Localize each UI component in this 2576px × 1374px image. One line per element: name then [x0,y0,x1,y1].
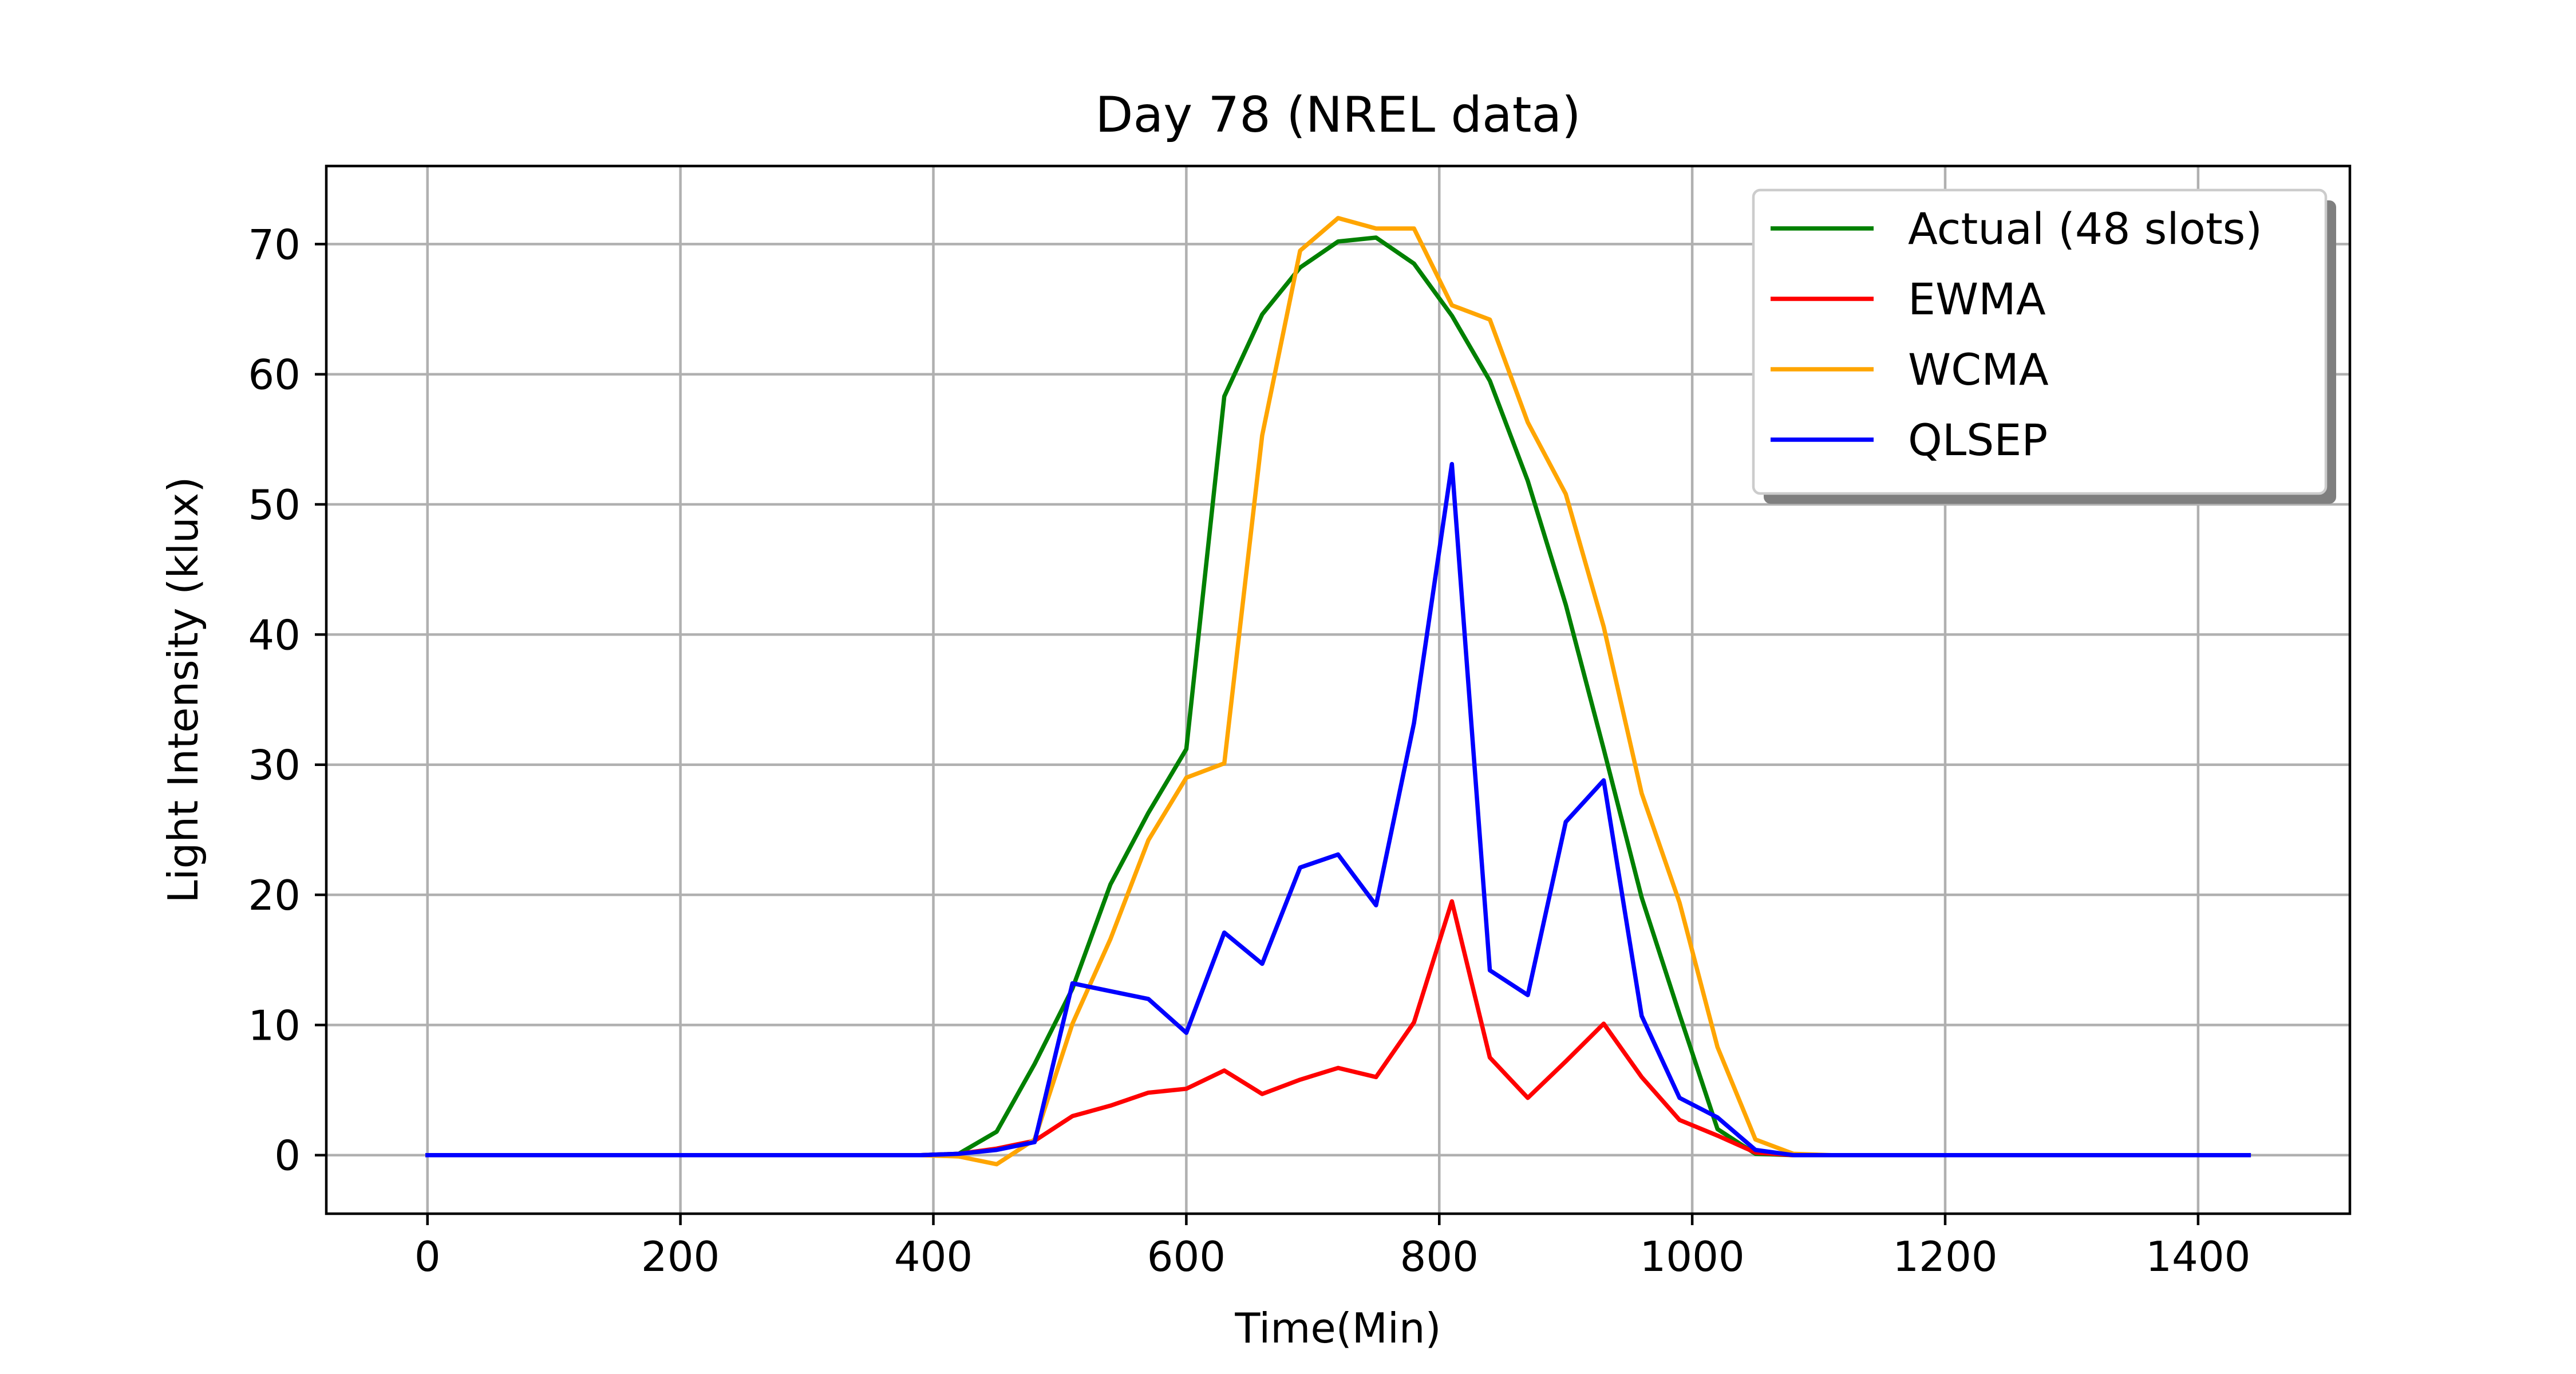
legend-label: Actual (48 slots) [1908,203,2262,254]
legend-label: QLSEP [1908,414,2048,465]
y-tick-label: 60 [248,351,301,399]
x-tick-label: 1400 [2146,1233,2250,1281]
y-tick-label: 70 [248,220,301,269]
y-tick-label: 30 [248,741,301,789]
y-tick-label: 20 [248,871,301,919]
legend-box [1752,188,2328,495]
x-tick-label: 400 [894,1233,973,1281]
y-tick-label: 0 [274,1132,301,1180]
legend-label: EWMA [1908,274,2046,325]
plot-frame [325,164,2352,1215]
x-tick-label: 600 [1147,1233,1226,1281]
legend-label: WCMA [1908,344,2049,395]
axis-ticks: 0 200 400 600 800 1000 1200 1400 0 10 20 30 40 50 60 70 [248,220,2250,1281]
x-tick-label: 1000 [1640,1233,1745,1281]
series-lines [425,216,2251,1167]
y-tick-label: 50 [248,481,301,529]
series-line [425,461,2251,1158]
chart-title: Day 78 (NREL data) [1095,86,1581,144]
x-tick-label: 800 [1400,1233,1479,1281]
y-axis-label: Light Intensity (klux) [159,477,207,903]
x-tick-label: 0 [414,1233,441,1281]
legend: Actual (48 slots) EWMA WCMA QLSEP [1752,188,2336,504]
y-tick-label: 40 [248,611,301,659]
x-tick-label: 200 [641,1233,720,1281]
y-tick-label: 10 [248,1001,301,1049]
x-tick-label: 1200 [1893,1233,1997,1281]
x-axis-label: Time(Min) [1234,1304,1441,1352]
